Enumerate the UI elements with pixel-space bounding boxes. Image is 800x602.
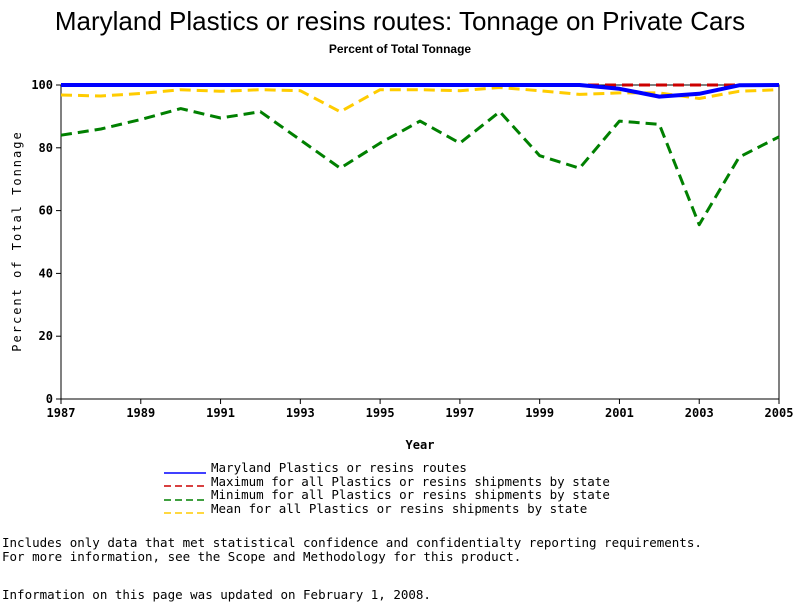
chart-title: Maryland Plastics or resins routes: Tonn… xyxy=(54,6,746,36)
footnotes: Includes only data that met statistical … xyxy=(2,536,702,563)
legend-swatch xyxy=(164,464,206,474)
updated-note: Information on this page was updated on … xyxy=(2,587,431,602)
y-tick-label: 20 xyxy=(39,329,53,343)
y-axis-label: Percent of Total Tonnage xyxy=(10,130,24,351)
legend-label: Maximum for all Plastics or resins shipm… xyxy=(211,473,610,489)
series-line-4 xyxy=(60,86,780,114)
x-tick-label: 1995 xyxy=(366,406,395,420)
series-line-1 xyxy=(61,83,780,99)
y-tick-label: 0 xyxy=(46,392,53,406)
x-tick-label: 1999 xyxy=(525,406,554,420)
legend-swatch xyxy=(164,504,206,514)
legend-item: Minimum for all Plastics or resins shipm… xyxy=(164,488,610,502)
series-line-3 xyxy=(60,107,780,227)
y-tick-label: 100 xyxy=(31,78,53,92)
chart-subtitle: Percent of Total Tonnage xyxy=(328,42,472,56)
legend-item: Maximum for all Plastics or resins shipm… xyxy=(164,475,610,489)
legend-label: Minimum for all Plastics or resins shipm… xyxy=(211,487,610,503)
legend-item: Mean for all Plastics or resins shipment… xyxy=(164,502,610,516)
x-tick-label: 1997 xyxy=(445,406,474,420)
x-tick-label: 1993 xyxy=(286,406,315,420)
legend-label: Maryland Plastics or resins routes xyxy=(211,460,467,476)
x-axis-label: Year xyxy=(406,438,435,452)
y-tick-label: 40 xyxy=(39,266,53,280)
legend-label: Mean for all Plastics or resins shipment… xyxy=(211,500,588,516)
x-tick-label: 1987 xyxy=(47,406,76,420)
x-tick-label: 2003 xyxy=(685,406,714,420)
footnote-more-info: For more information, see the Scope and … xyxy=(2,548,522,564)
x-tick-label: 2001 xyxy=(605,406,634,420)
x-tick-label: 2005 xyxy=(765,406,794,420)
legend-item: Maryland Plastics or resins routes xyxy=(164,461,610,475)
footnote-confidence: Includes only data that met statistical … xyxy=(2,535,702,550)
line-chart: 1987 1989 1991 1993 1995 1997 1999 2001 2003 2005… xyxy=(10,78,794,452)
x-tick-label: 1989 xyxy=(126,406,155,420)
y-tick-label: 80 xyxy=(39,141,53,155)
legend-swatch xyxy=(164,477,206,487)
legend-swatch xyxy=(164,491,206,501)
x-tick-label: 1991 xyxy=(206,406,235,420)
plot-area xyxy=(60,84,780,400)
legend: Maryland Plastics or resins routes Maximu… xyxy=(164,461,610,515)
y-tick-label: 60 xyxy=(39,204,53,218)
